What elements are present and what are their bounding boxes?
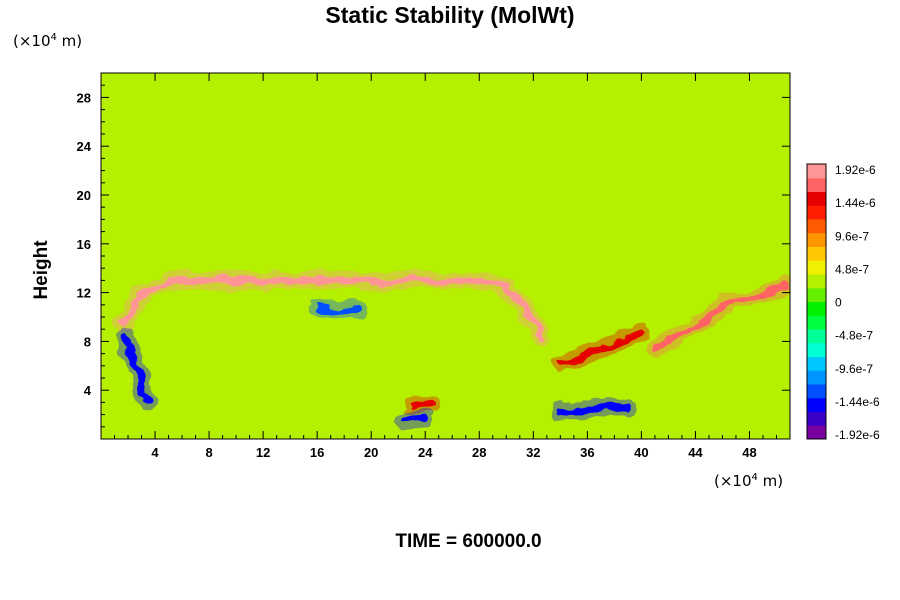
colorbar-swatch [807, 425, 826, 440]
x-tick-label: 16 [310, 445, 324, 460]
y-tick-label: 28 [77, 90, 91, 105]
feature-upper-band [119, 276, 545, 343]
x-tick-label: 40 [634, 445, 648, 460]
time-label: TIME = 600000.0 [395, 531, 542, 552]
y-axis-unit: (×104 m) [13, 32, 83, 50]
colorbar-swatch [807, 315, 826, 330]
x-tick-label: 48 [742, 445, 756, 460]
feature-right-cell-pos [651, 281, 787, 351]
y-tick-label: 4 [84, 383, 92, 398]
colorbar-swatch [807, 177, 826, 192]
colorbar-swatch [807, 356, 826, 371]
colorbar-frame [806, 163, 827, 440]
colorbar-swatch [807, 164, 826, 179]
y-axis: 4 8 12 16 20 24 28 [77, 84, 790, 428]
colorbar-label: -4.8e-7 [835, 329, 873, 343]
x-tick-label: 36 [580, 445, 594, 460]
x-tick-label: 12 [256, 445, 270, 460]
colorbar-label: 0 [835, 296, 842, 310]
x-tick-label: 20 [364, 445, 378, 460]
x-tick-label: 32 [526, 445, 540, 460]
colorbar-swatch [807, 246, 826, 261]
colorbar-swatch [807, 274, 826, 289]
y-tick-label: 24 [77, 139, 92, 154]
colorbar-swatch [807, 219, 826, 234]
x-tick-label: 28 [472, 445, 486, 460]
x-axis-unit: (×104 m) [714, 472, 784, 490]
colorbar-swatch [807, 232, 826, 247]
colorbar-swatch [807, 260, 826, 275]
x-tick-label: 8 [205, 445, 212, 460]
colorbar-label: 9.6e-7 [835, 229, 869, 243]
colorbar-swatch [807, 287, 826, 302]
feature-surface-neg [401, 416, 429, 426]
colorbar-swatch [807, 342, 826, 357]
feature-core-neg [313, 303, 362, 315]
colorbar-label: -9.6e-7 [835, 362, 873, 376]
colorbar-label: -1.92e-6 [835, 428, 880, 442]
y-tick-label: 20 [77, 188, 91, 203]
colorbar-swatch [807, 301, 826, 316]
field-background [101, 73, 790, 439]
feature-right-cell-neg [556, 402, 632, 416]
colorbar: 1.92e-6 1.44e-6 9.6e-7 4.8e-7 0 -4.8e-7 -9.6e-… [806, 163, 880, 442]
x-tick-label: 24 [418, 445, 433, 460]
colorbar-swatch [807, 384, 826, 399]
colorbar-label: -1.44e-6 [835, 395, 880, 409]
colorbar-swatch [807, 205, 826, 220]
x-axis: 4 8 12 16 20 24 28 32 36 40 44 48 [114, 73, 777, 460]
colorbar-label: 1.44e-6 [835, 196, 876, 210]
colorbar-swatch [807, 411, 826, 426]
feature-surface-pos [408, 400, 436, 411]
heatmap-field [101, 73, 790, 439]
y-tick-label: 16 [77, 237, 91, 252]
feature-left-flank-neg [121, 331, 151, 404]
chart-title: Static Stability (MolWt) [325, 2, 575, 28]
field-features [113, 271, 790, 431]
y-tick-label: 12 [77, 286, 91, 301]
colorbar-label: 4.8e-7 [835, 262, 869, 276]
x-tick-label: 4 [151, 445, 159, 460]
x-tick-label: 44 [688, 445, 703, 460]
y-tick-label: 8 [84, 334, 91, 349]
colorbar-swatch [807, 370, 826, 385]
feature-mid-pos-1 [556, 328, 645, 367]
colorbar-label: 1.92e-6 [835, 163, 876, 177]
colorbar-swatch [807, 191, 826, 206]
colorbar-swatch [807, 397, 826, 412]
colorbar-swatch [807, 329, 826, 344]
